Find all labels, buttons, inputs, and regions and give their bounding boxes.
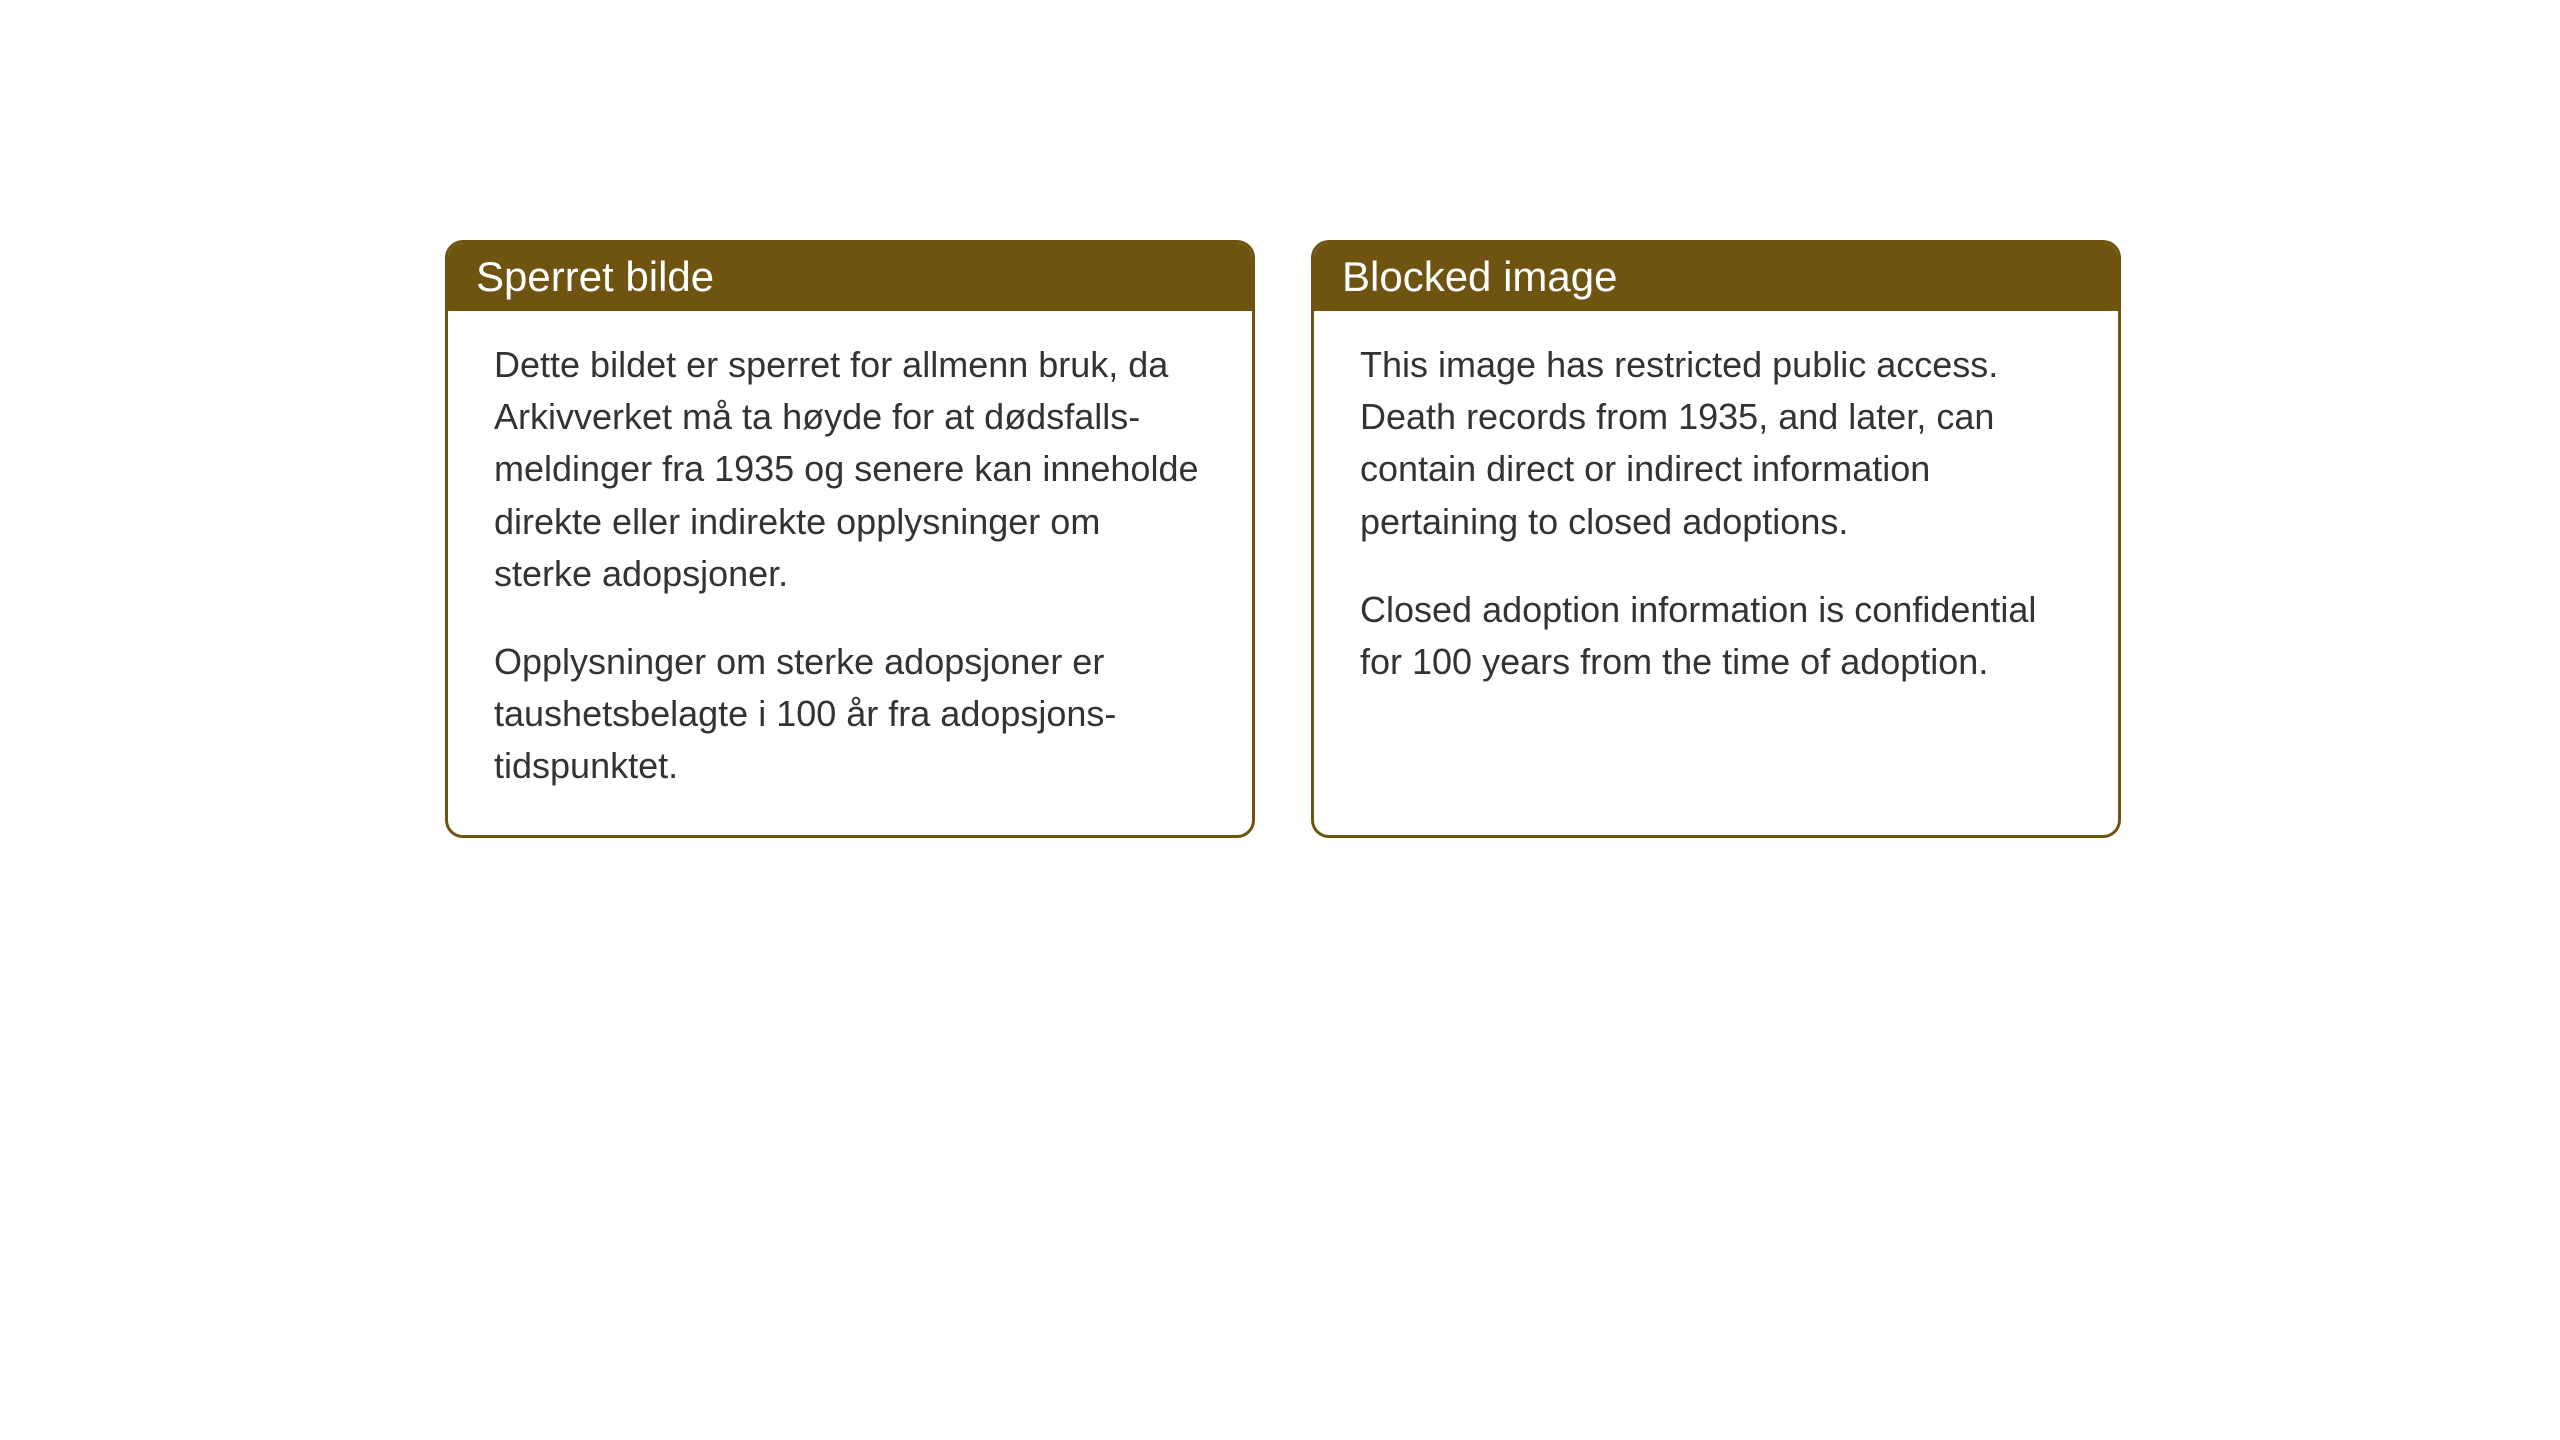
norwegian-card-body: Dette bildet er sperret for allmenn bruk… (448, 311, 1252, 835)
english-notice-card: Blocked image This image has restricted … (1311, 240, 2121, 838)
english-paragraph-2: Closed adoption information is confident… (1360, 584, 2072, 688)
notice-container: Sperret bilde Dette bildet er sperret fo… (445, 240, 2121, 838)
norwegian-card-title: Sperret bilde (448, 243, 1252, 311)
norwegian-notice-card: Sperret bilde Dette bildet er sperret fo… (445, 240, 1255, 838)
english-paragraph-1: This image has restricted public access.… (1360, 339, 2072, 548)
english-card-body: This image has restricted public access.… (1314, 311, 2118, 730)
norwegian-paragraph-1: Dette bildet er sperret for allmenn bruk… (494, 339, 1206, 600)
norwegian-paragraph-2: Opplysninger om sterke adopsjoner er tau… (494, 636, 1206, 793)
english-card-title: Blocked image (1314, 243, 2118, 311)
